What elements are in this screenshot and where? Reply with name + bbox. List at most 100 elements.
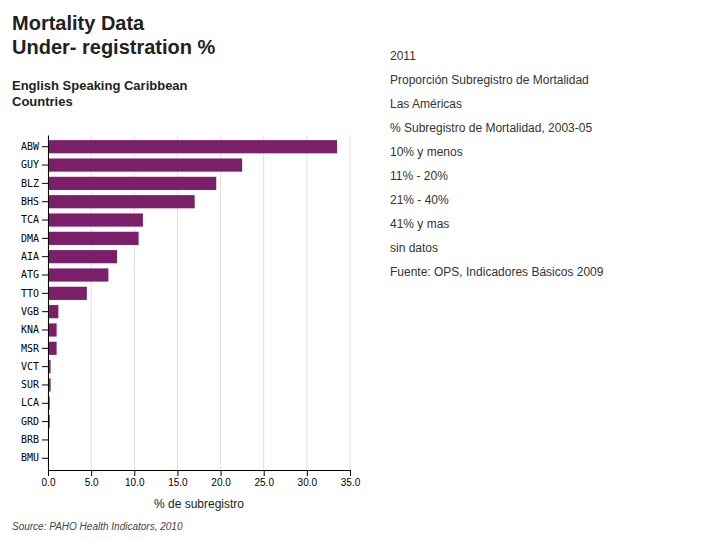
tick-label: 30.0	[298, 477, 318, 488]
tick-label: SUR	[21, 379, 40, 390]
tick: BLZ	[21, 178, 48, 189]
tick-mark	[42, 384, 48, 385]
bar	[48, 342, 57, 355]
grid-line	[220, 135, 221, 470]
tick-mark	[42, 201, 48, 202]
source: Source: PAHO Health Indicators, 2010	[12, 521, 183, 532]
tick: DMA	[21, 233, 48, 244]
tick-mark	[350, 470, 351, 476]
tick-mark	[48, 470, 49, 476]
bar	[48, 158, 242, 171]
bar	[48, 287, 87, 300]
tick-mark	[42, 439, 48, 440]
tick: GRD	[21, 416, 48, 427]
tick-mark	[42, 329, 48, 330]
tick: 15.0	[168, 470, 188, 488]
tick: MSR	[21, 343, 48, 354]
bar	[48, 177, 216, 190]
tick-mark	[42, 256, 48, 257]
tick-label: 0.0	[42, 477, 56, 488]
tick-label: BLZ	[21, 178, 39, 189]
tick-mark	[134, 470, 135, 476]
annotation: Las Américas	[390, 97, 462, 111]
tick-label: GRD	[21, 416, 39, 427]
tick: VGB	[21, 306, 48, 317]
tick-label: DMA	[21, 233, 39, 244]
tick-mark	[42, 348, 48, 349]
tick-label: BHS	[21, 196, 39, 207]
annotations: 2011 Proporción Subregistro de Mortalidad…	[390, 49, 604, 279]
tick-label: ATG	[21, 269, 39, 280]
grid-line	[306, 135, 307, 470]
tick-label: LCA	[21, 397, 39, 408]
bar	[48, 232, 139, 245]
tick-mark	[42, 293, 48, 294]
annotation: 11% - 20%	[390, 169, 448, 183]
tick-label: 35.0	[341, 477, 361, 488]
tick-mark	[91, 470, 92, 476]
tick-label: BRB	[21, 434, 39, 445]
grid-line	[263, 135, 264, 470]
tick-mark	[42, 421, 48, 422]
tick: 25.0	[254, 470, 274, 488]
tick-label: 10.0	[125, 477, 145, 488]
bar	[48, 268, 108, 281]
bar	[48, 195, 195, 208]
tick: KNA	[21, 324, 48, 335]
tick: 0.0	[42, 470, 56, 488]
tick-label: ABW	[21, 141, 40, 152]
tick: AIA	[21, 251, 48, 262]
tick-mark	[177, 470, 178, 476]
tick: 10.0	[125, 470, 145, 488]
tick: 30.0	[298, 470, 318, 488]
grid-line	[350, 135, 351, 470]
grid-line	[48, 135, 49, 470]
tick: VCT	[21, 361, 48, 372]
tick-mark	[42, 165, 48, 166]
tick-mark	[42, 458, 48, 459]
tick-mark	[221, 470, 222, 476]
tick-mark	[42, 275, 48, 276]
annotation: Proporción Subregistro de Mortalidad	[390, 73, 589, 87]
tick-label: KNA	[21, 324, 39, 335]
tick-label: BMU	[21, 452, 39, 463]
annotation: sin datos	[390, 241, 438, 255]
bar	[48, 213, 143, 226]
tick-label: 20.0	[211, 477, 231, 488]
bar	[48, 323, 57, 336]
tick: BRB	[21, 434, 48, 445]
tick-label: VGB	[21, 306, 39, 317]
tick-label: MSR	[21, 343, 40, 354]
tick-label: 5.0	[85, 477, 99, 488]
annotation: 10% y menos	[390, 145, 463, 159]
x-axis-label: % de subregistro	[154, 497, 244, 511]
bar	[48, 140, 337, 153]
title: Mortality DataUnder- registration %	[12, 12, 216, 58]
tick-label: TCA	[21, 214, 39, 225]
annotation: 2011	[390, 49, 416, 63]
tick-label: 15.0	[168, 477, 188, 488]
bar	[48, 250, 117, 263]
tick: 5.0	[85, 470, 99, 488]
subtitle: English Speaking CaribbeanCountries	[12, 78, 188, 109]
grid	[48, 135, 350, 470]
tick-label: TTO	[21, 288, 39, 299]
tick: SUR	[21, 379, 48, 390]
tick-mark	[42, 366, 48, 367]
tick: 35.0	[341, 470, 361, 488]
bars	[48, 140, 337, 446]
tick-label: GUY	[21, 159, 39, 170]
tick: TCA	[21, 214, 48, 225]
chart: Mortality DataUnder- registration % Engli…	[0, 0, 720, 540]
tick-mark	[42, 220, 48, 221]
tick: GUY	[21, 159, 48, 170]
tick: 20.0	[211, 470, 231, 488]
annotation: % Subregistro de Mortalidad, 2003-05	[390, 121, 592, 135]
tick: ATG	[21, 269, 48, 280]
tick-label: AIA	[21, 251, 39, 262]
tick-mark	[42, 403, 48, 404]
tick: ABW	[21, 141, 48, 152]
tick: TTO	[21, 288, 48, 299]
x-axis: 0.0 5.0 10.0 15.0 20.0 25.0 30.0 35.0	[42, 470, 361, 488]
annotation: 41% y mas	[390, 217, 449, 231]
